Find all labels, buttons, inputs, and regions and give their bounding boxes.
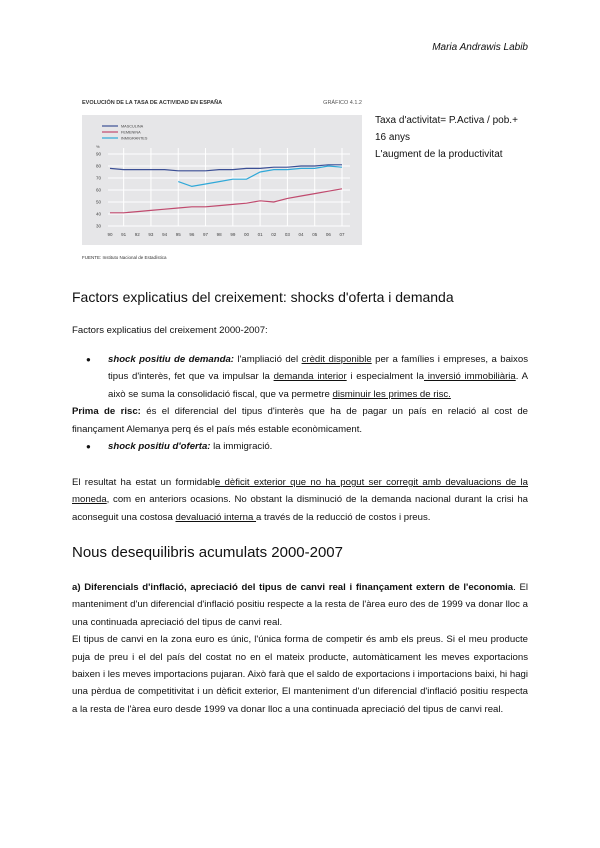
legend-label: FEMENINA bbox=[121, 131, 141, 135]
note-line: Taxa d'activitat= P.Activa / pob.+ bbox=[375, 115, 518, 126]
underlined-text: crèdit disponible bbox=[301, 354, 372, 365]
prima-definition: Prima de risc: és el diferencial del tip… bbox=[72, 403, 528, 438]
x-tick-label: 06 bbox=[326, 232, 332, 237]
x-tick-label: 03 bbox=[285, 232, 291, 237]
x-tick-label: 07 bbox=[339, 232, 345, 237]
x-tick-label: 93 bbox=[148, 232, 154, 237]
x-tick-label: 02 bbox=[271, 232, 277, 237]
text: la immigració. bbox=[210, 441, 273, 453]
term: Prima de risc: bbox=[72, 406, 141, 418]
y-tick-label: 90 bbox=[96, 152, 102, 157]
x-tick-label: 00 bbox=[244, 232, 250, 237]
text: . El manteniment d'un diferencial d'infl… bbox=[72, 582, 528, 628]
x-tick-label: 99 bbox=[230, 232, 236, 237]
activity-rate-chart: EVOLUCIÓN DE LA TASA DE ACTIVIDAD EN ESP… bbox=[82, 98, 362, 260]
chart-panel bbox=[82, 115, 362, 245]
y-axis-label: % bbox=[96, 144, 100, 149]
y-tick-label: 60 bbox=[96, 188, 102, 193]
text: , com en anteriors ocasions. No obstant … bbox=[72, 494, 528, 523]
text: . A això se suma la consolidació fiscal,… bbox=[108, 371, 529, 400]
bullet-supply: shock positiu d'oferta: la immigració. bbox=[72, 438, 528, 456]
x-tick-label: 90 bbox=[107, 232, 113, 237]
x-tick-label: 01 bbox=[258, 232, 264, 237]
chart-label: GRÁFICO 4.1.2 bbox=[323, 99, 362, 106]
term: shock positiu de demanda: bbox=[108, 354, 234, 365]
chart-figure: EVOLUCIÓN DE LA TASA DE ACTIVIDAD EN ESP… bbox=[80, 95, 365, 265]
text: El resultat ha estat un formidabl bbox=[72, 477, 215, 488]
note-line: L'augment de la productivitat bbox=[375, 149, 503, 160]
chart-source: FUENTE: Instituto Nacional de Estadístic… bbox=[82, 255, 167, 260]
underlined-text: inversió immobiliària bbox=[424, 371, 516, 383]
y-tick-label: 70 bbox=[96, 176, 102, 181]
x-tick-label: 97 bbox=[203, 232, 209, 237]
x-tick-label: 91 bbox=[121, 232, 127, 237]
section-heading: Nous desequilibris acumulats 2000-2007 bbox=[72, 544, 343, 561]
bullet-demand: shock positiu de demanda: l'ampliació de… bbox=[72, 351, 528, 403]
series-line-masculina bbox=[109, 164, 342, 172]
paragraph: El tipus de canvi en la zona euro es úni… bbox=[72, 634, 528, 715]
section1-body: shock positiu de demanda: l'ampliació de… bbox=[72, 351, 528, 456]
text: per a famílies i empreses, a baixos tipu… bbox=[108, 354, 528, 383]
chart-title: EVOLUCIÓN DE LA TASA DE ACTIVIDAD EN ESP… bbox=[82, 98, 222, 106]
x-tick-label: 96 bbox=[189, 232, 195, 237]
text: l'ampliació del bbox=[233, 354, 302, 365]
x-tick-label: 95 bbox=[176, 232, 182, 237]
underlined-text: disminuir les primes de risc. bbox=[332, 388, 451, 400]
y-tick-label: 50 bbox=[96, 200, 102, 205]
author-header: Maria Andrawis Labib bbox=[432, 42, 528, 53]
x-tick-label: 04 bbox=[299, 232, 305, 237]
x-tick-label: 94 bbox=[162, 232, 168, 237]
text: a través de la reducció de costos i preu… bbox=[256, 511, 431, 523]
x-tick-label: 05 bbox=[312, 232, 318, 237]
underlined-text: e dèficit exterior que no ha pogut ser c… bbox=[72, 477, 529, 506]
text: i especialment la bbox=[346, 371, 425, 383]
term: shock positiu d'oferta: bbox=[108, 441, 211, 453]
series-line-femenina bbox=[110, 188, 343, 214]
legend-label: INMIGRANTES bbox=[121, 137, 148, 141]
subheading: Factors explicatius del creixement 2000-… bbox=[72, 325, 268, 336]
underlined-text: devaluació interna bbox=[175, 511, 257, 523]
legend-label: MASCULINA bbox=[121, 125, 144, 129]
section2-body: a) Diferencials d'inflació, apreciació d… bbox=[72, 579, 528, 718]
x-tick-label: 98 bbox=[217, 232, 223, 237]
note-line: 16 anys bbox=[375, 132, 411, 143]
x-tick-label: 92 bbox=[135, 232, 141, 237]
underlined-text: demanda interior bbox=[273, 371, 347, 383]
result-paragraph: El resultat ha estat un formidable dèfic… bbox=[72, 474, 528, 526]
y-tick-label: 30 bbox=[96, 224, 102, 229]
text: és el diferencial del tipus d'interès qu… bbox=[72, 406, 528, 435]
section-heading: Factors explicatius del creixement: shoc… bbox=[72, 289, 454, 305]
y-tick-label: 40 bbox=[96, 212, 102, 217]
paragraph-a: a) Diferencials d'inflació, apreciació d… bbox=[72, 579, 528, 631]
y-tick-label: 80 bbox=[96, 164, 102, 169]
bold-text: a) Diferencials d'inflació, apreciació d… bbox=[72, 582, 514, 593]
